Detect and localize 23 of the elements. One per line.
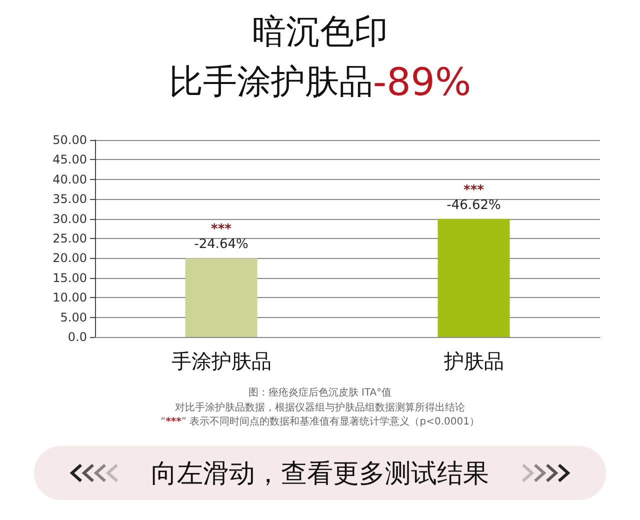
x-tick-label: 手涂护肤品 — [171, 349, 272, 373]
chart-subtitle: 比手涂护肤品-89% — [168, 60, 472, 104]
y-tick-label: 25.00 — [52, 232, 87, 246]
text: “***” 表示不同时间点的数据和基准值有显著统计学意义（p<0.0001） — [160, 416, 480, 428]
y-tick-label: 35.00 — [52, 192, 87, 206]
text: 向左滑动，查看更多测试结果 — [150, 458, 489, 490]
annotation: -24.64% — [194, 237, 248, 252]
y-tick-label: 50.00 — [52, 133, 87, 147]
text: 图：痤疮炎症后色沉皮肤 ITA°值 — [248, 386, 392, 398]
y-tick-label: 10.00 — [52, 290, 87, 305]
y-tick-label: 30.00 — [52, 212, 87, 226]
text: 对比手涂护肤品数据，根据仪器组与护肤品组数据测算所得出结论 — [175, 402, 465, 414]
annotation: *** — [464, 182, 484, 198]
y-tick-label: 40.00 — [52, 172, 87, 186]
y-tick-label: 15.00 — [52, 270, 87, 285]
y-tick-label: 0.0 — [68, 330, 87, 344]
x-tick-label: 护肤品 — [442, 349, 504, 373]
chart-title: 暗沉色印 — [252, 12, 388, 52]
y-tick-label: 5.00 — [60, 310, 87, 324]
y-tick-label: 20.00 — [52, 251, 87, 266]
annotation: -46.62% — [446, 198, 501, 213]
y-tick-label: 45.00 — [52, 152, 87, 167]
annotation: *** — [211, 222, 232, 238]
